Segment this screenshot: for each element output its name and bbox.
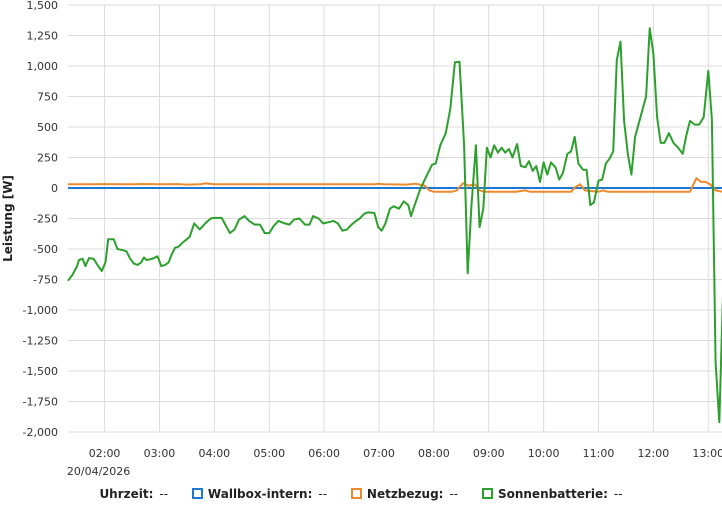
x-tick-label: 07:00	[363, 447, 395, 460]
legend-item-wallbox[interactable]: Wallbox-intern: --	[191, 486, 328, 501]
y-tick-label: 1,250	[27, 30, 59, 43]
legend-value-sonnenbatterie: --	[613, 486, 623, 501]
legend-value-netzbezug: --	[449, 486, 459, 501]
legend-time-label: Uhrzeit:	[99, 486, 154, 501]
y-tick-label: -750	[33, 274, 58, 287]
legend-time: Uhrzeit: --	[99, 487, 168, 501]
x-tick-label: 13:00	[692, 447, 722, 460]
series-line-netzbezug	[68, 177, 722, 193]
x-tick-label: 10:00	[528, 447, 560, 460]
legend-swatch-wallbox	[191, 487, 203, 499]
legend-swatch-sonnenbatterie	[481, 487, 493, 499]
y-tick-label: -1,750	[23, 396, 58, 409]
y-tick-label: 750	[37, 91, 58, 104]
y-axis-title: Leistung [W]	[1, 175, 15, 262]
legend-label-sonnenbatterie: Sonnenbatterie:	[497, 486, 608, 501]
x-tick-label: 09:00	[473, 447, 505, 460]
y-tick-label: 1,500	[27, 0, 59, 12]
series-layer	[67, 27, 722, 424]
x-date-label: 20/04/2026	[67, 465, 130, 478]
legend-value-wallbox: --	[318, 486, 328, 501]
legend-item-sonnenbatterie[interactable]: Sonnenbatterie: --	[481, 486, 623, 501]
y-tick-label: -500	[33, 243, 58, 256]
y-tick-label: 0	[51, 182, 58, 195]
legend-time-value: --	[159, 486, 169, 501]
y-tick-label: 1,000	[27, 60, 59, 73]
x-tick-label: 02:00	[89, 447, 121, 460]
x-tick-label: 06:00	[308, 447, 340, 460]
x-tick-label: 08:00	[418, 447, 450, 460]
x-tick-label: 04:00	[198, 447, 230, 460]
y-tick-label: -1,000	[23, 304, 58, 317]
x-tick-label: 12:00	[638, 447, 670, 460]
line-chart: 1,500 1,250 1,000 750 500 250 0 -250 -500 -750 -1,…	[1, 0, 722, 478]
legend-label-netzbezug: Netzbezug:	[366, 486, 444, 501]
legend: Uhrzeit: -- Wallbox-intern: -- Netzbezug: -…	[0, 486, 722, 501]
y-tick-label: -1,500	[23, 365, 58, 378]
x-tick-label: 11:00	[583, 447, 615, 460]
x-tick-label: 05:00	[253, 447, 285, 460]
y-tick-label: -250	[33, 213, 58, 226]
y-tick-label: 500	[37, 121, 58, 134]
tick-labels: 1,500 1,250 1,000 750 500 250 0 -250 -500 -750 -1,…	[23, 0, 722, 460]
y-tick-label: -1,250	[23, 335, 58, 348]
legend-item-netzbezug[interactable]: Netzbezug: --	[350, 486, 459, 501]
y-tick-label: 250	[37, 152, 58, 165]
grid	[68, 4, 722, 433]
legend-swatch-netzbezug	[350, 487, 362, 499]
legend-label-wallbox: Wallbox-intern:	[207, 486, 313, 501]
y-tick-label: -2,000	[23, 426, 58, 439]
x-tick-label: 03:00	[144, 447, 176, 460]
series-line-sonnenbatterie	[67, 27, 722, 424]
